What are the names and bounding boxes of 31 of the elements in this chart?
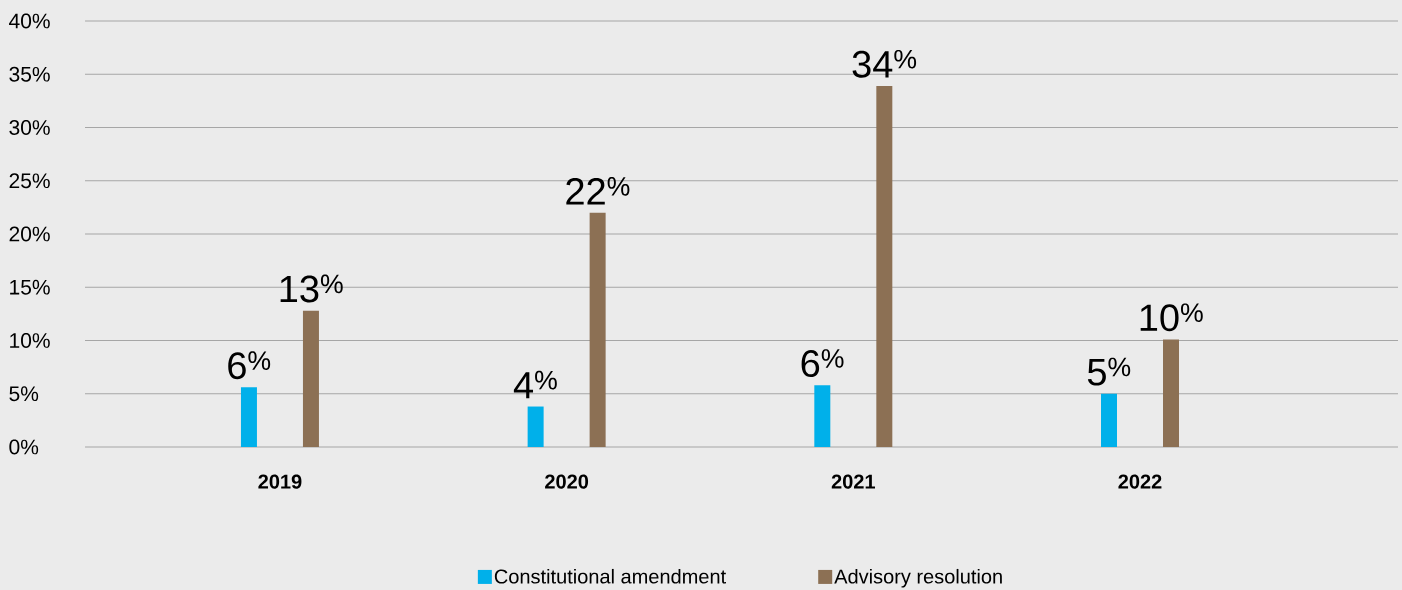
y-tick-label: 25% xyxy=(9,173,50,189)
bar xyxy=(302,310,319,447)
data-label: 10$^{%}$ xyxy=(1140,303,1203,332)
bar xyxy=(1101,393,1117,447)
data-label: 4$^{%}$ xyxy=(513,370,557,399)
y-tick-label: 35% xyxy=(9,66,50,82)
bar xyxy=(589,212,606,447)
data-label: 6$^{%}$ xyxy=(228,351,271,380)
bar xyxy=(876,85,893,447)
y-tick-label: 5% xyxy=(9,386,39,402)
x-tick-label: 2019 xyxy=(258,474,302,489)
y-tick-label: 10% xyxy=(10,333,50,348)
x-tick-label: 2020 xyxy=(545,474,589,489)
x-tick-label: 2021 xyxy=(831,474,875,489)
legend-label: Advisory resolution xyxy=(834,568,1002,588)
y-tick-label: 15% xyxy=(10,279,50,295)
bar xyxy=(240,387,257,447)
data-label: 6$^{%}$ xyxy=(801,349,844,378)
data-label: 22$^{%}$ xyxy=(566,177,630,205)
y-tick-label: 30% xyxy=(9,120,50,135)
data-label: 5$^{%}$ xyxy=(1087,357,1131,386)
bar xyxy=(814,385,831,447)
bar xyxy=(527,406,544,447)
y-tick-label: 0% xyxy=(9,439,39,455)
y-tick-label: 40% xyxy=(9,13,50,29)
legend-label: Constitutional amendment xyxy=(494,568,726,584)
data-label: 34$^{%}$ xyxy=(852,49,917,78)
bar xyxy=(1163,339,1179,447)
y-tick-label: 20% xyxy=(9,226,50,242)
x-tick-label: 2022 xyxy=(1118,474,1162,489)
data-label: 13$^{%}$ xyxy=(280,274,343,303)
